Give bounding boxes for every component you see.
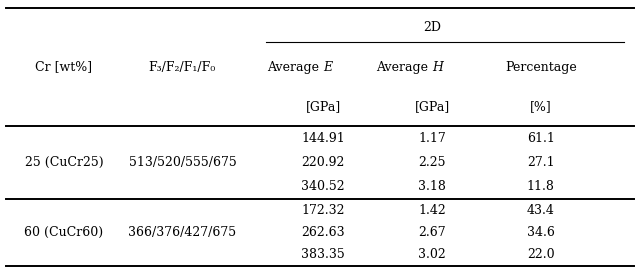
Text: 11.8: 11.8 <box>527 180 555 193</box>
Text: 3.18: 3.18 <box>418 180 446 193</box>
Text: [GPa]: [GPa] <box>305 100 341 113</box>
Text: 22.0: 22.0 <box>527 248 555 261</box>
Text: [GPa]: [GPa] <box>414 100 450 113</box>
Text: 1.17: 1.17 <box>418 132 446 145</box>
Text: F₃/F₂/F₁/F₀: F₃/F₂/F₁/F₀ <box>148 61 216 73</box>
Text: E: E <box>323 61 332 73</box>
Text: H: H <box>432 61 443 73</box>
Text: 61.1: 61.1 <box>527 132 555 145</box>
Text: 220.92: 220.92 <box>301 156 345 169</box>
Text: 25 (CuCr25): 25 (CuCr25) <box>25 156 103 169</box>
Text: 2D: 2D <box>423 21 441 34</box>
Text: Cr [wt%]: Cr [wt%] <box>35 61 93 73</box>
Text: 60 (CuCr60): 60 (CuCr60) <box>24 226 104 239</box>
Text: 1.42: 1.42 <box>418 204 446 217</box>
Text: 383.35: 383.35 <box>301 248 345 261</box>
Text: 27.1: 27.1 <box>527 156 555 169</box>
Text: Average: Average <box>268 61 323 73</box>
Text: Percentage: Percentage <box>505 61 577 73</box>
Text: 34.6: 34.6 <box>527 226 555 239</box>
Text: 366/376/427/675: 366/376/427/675 <box>129 226 236 239</box>
Text: 144.91: 144.91 <box>301 132 345 145</box>
Text: 2.25: 2.25 <box>419 156 445 169</box>
Text: 262.63: 262.63 <box>301 226 345 239</box>
Text: Average: Average <box>376 61 432 73</box>
Text: 172.32: 172.32 <box>301 204 345 217</box>
Text: 43.4: 43.4 <box>527 204 555 217</box>
Text: [%]: [%] <box>530 100 552 113</box>
Text: 2.67: 2.67 <box>418 226 446 239</box>
Text: 513/520/555/675: 513/520/555/675 <box>129 156 236 169</box>
Text: 3.02: 3.02 <box>418 248 446 261</box>
Text: 340.52: 340.52 <box>301 180 345 193</box>
